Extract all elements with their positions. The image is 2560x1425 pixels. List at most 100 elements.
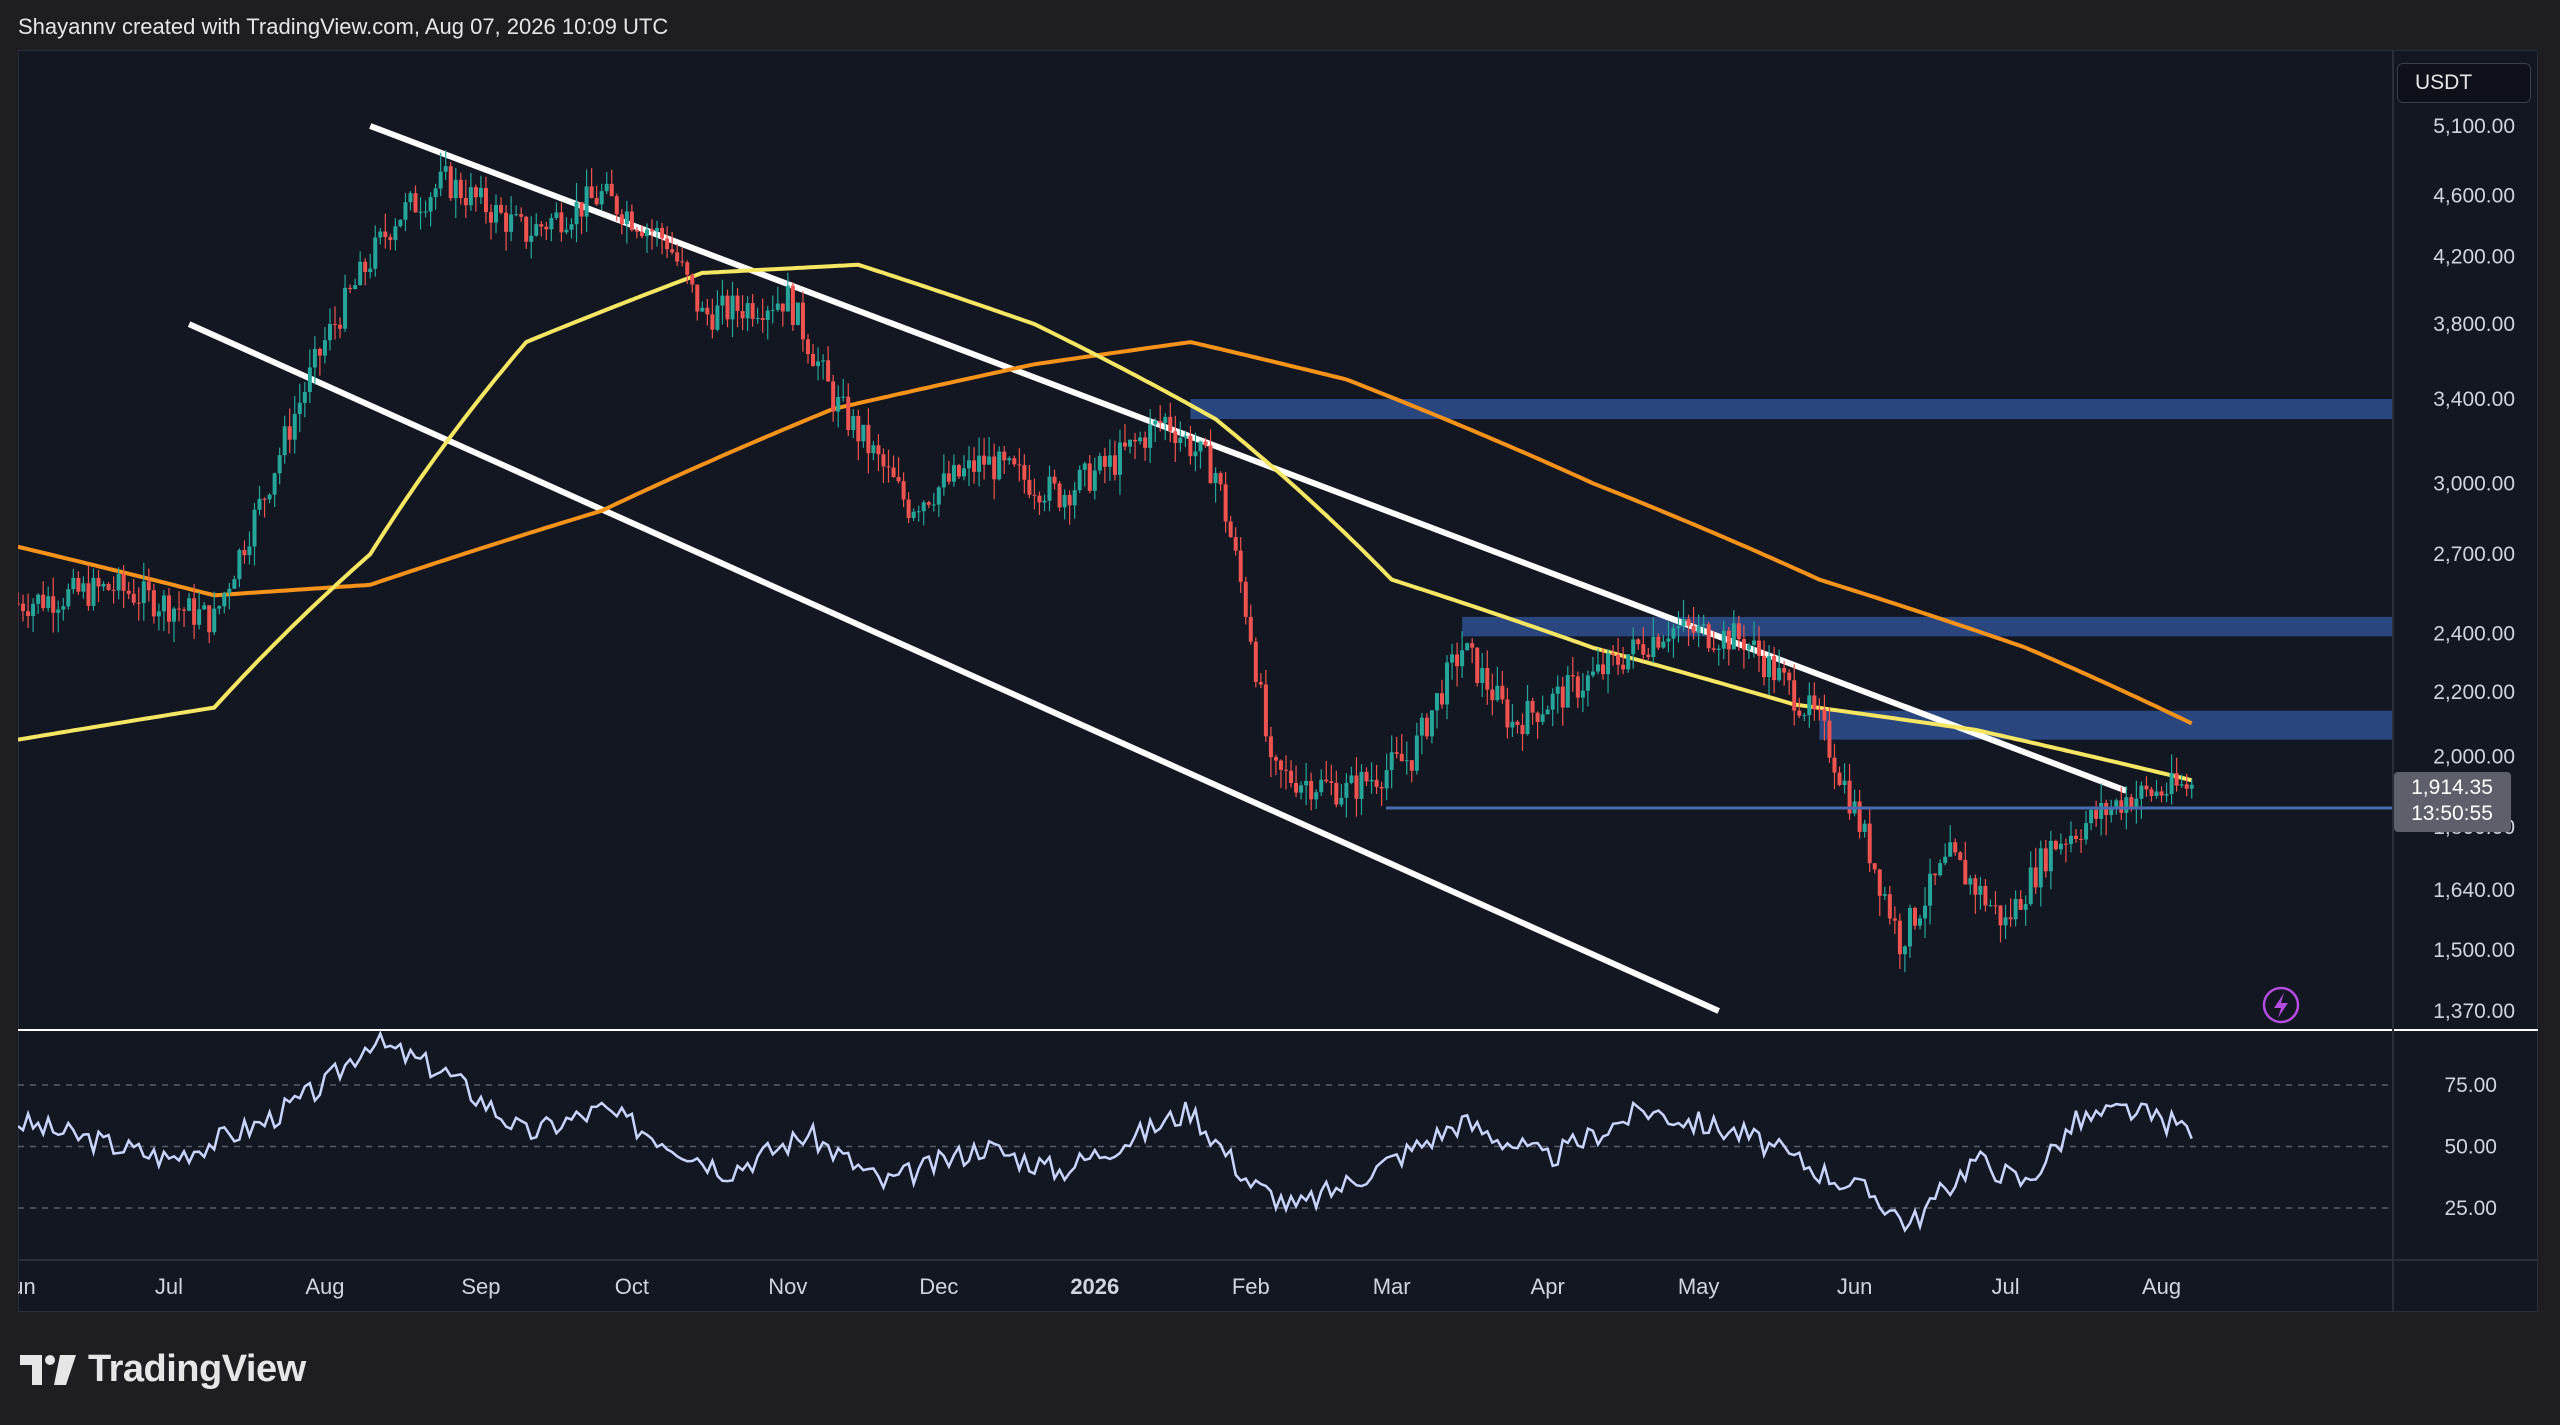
candle [1138,431,1143,445]
candle [982,438,987,480]
candle [1148,409,1153,463]
candle [1369,762,1374,794]
candle [866,408,871,474]
candle [1601,648,1606,680]
candle [1339,784,1344,807]
bolt-icon[interactable] [2262,986,2300,1024]
rsi-axis[interactable]: 75.00 50.00 25.00 [2444,1074,2497,1220]
candle [41,581,46,612]
candle [1314,789,1319,810]
candle [1928,858,1933,925]
price-tick-label: 3,000.00 [2433,472,2515,495]
candle [327,308,332,351]
candle [2089,807,2094,831]
candle [1429,710,1434,744]
candle [252,503,257,566]
currency-button[interactable]: USDT [2397,63,2531,103]
candle [901,472,906,508]
candle [1933,873,1938,886]
candle [473,184,478,212]
candle [619,209,624,235]
candle [468,173,473,211]
candle [695,284,700,321]
candle [992,443,997,500]
candle [1631,627,1636,669]
candle [192,584,197,640]
candle [770,295,775,324]
candle [665,226,670,258]
chart-canvas[interactable]: 5,100.00 4,600.00 4,200.00 3,800.00 3,400.00… [18,50,2538,1312]
candle [388,233,393,250]
tradingview-logo[interactable]: TradingView [20,1345,306,1393]
time-axis[interactable]: Jun Jul Aug Sep Oct Nov Dec 2026 Feb Mar Apr May Jun… [18,1274,2181,1299]
candle [1767,645,1772,696]
candle [1616,638,1621,675]
candle [725,289,730,328]
candle [1309,772,1314,811]
candle [1062,489,1067,520]
candle [1223,471,1228,533]
candle [1963,841,1968,885]
candle [1555,675,1560,714]
candle [353,278,358,290]
candle [1032,478,1037,510]
time-tick-label: Dec [919,1274,958,1299]
candle [836,385,841,428]
candle [2109,799,2114,823]
candle [1193,432,1198,472]
candle [197,591,202,630]
candle [1012,455,1017,467]
candle [690,273,695,293]
candle [760,298,765,333]
candle [483,176,488,224]
candle [2073,829,2078,843]
candle [1248,604,1253,645]
candle [1777,649,1782,682]
candle [1706,622,1711,653]
candle [1882,886,1887,901]
candle [1736,615,1741,651]
supply-zone-1 [1190,398,2393,420]
price-tick-label: 5,100.00 [2433,115,2515,138]
candle [1852,789,1857,817]
candle [1817,698,1822,721]
candle [2154,779,2159,799]
candle [1294,765,1299,798]
candle [458,172,463,205]
candle [257,486,262,516]
candle [1218,471,1223,491]
candle [1525,684,1530,736]
candle [1807,682,1812,728]
candle [1505,687,1510,739]
candle [1812,682,1817,721]
candle [1676,611,1681,643]
candle [997,446,1002,481]
rsi-tick-label: 25.00 [2444,1197,2497,1220]
tradingview-logo-icon [20,1355,76,1385]
candle [1902,945,1907,973]
price-tick-label: 2,700.00 [2433,543,2515,566]
candle [559,202,564,242]
candle [1007,456,1012,465]
price-axis[interactable]: 5,100.00 4,600.00 4,200.00 3,800.00 3,400.00… [2433,115,2515,1023]
candle [1636,638,1641,650]
candle [1359,764,1364,815]
candle [1510,704,1515,737]
candle [740,295,745,331]
candle [26,593,31,628]
candle [841,378,846,402]
candle [851,409,856,439]
candle [1575,671,1580,708]
candle [861,424,866,448]
candle [348,284,353,294]
candle [1530,697,1535,725]
candle [871,441,876,461]
candle [1958,851,1963,861]
candle [2104,799,2109,836]
candle [212,591,217,636]
candle [453,168,458,218]
candle [951,454,956,487]
candle [1716,644,1721,666]
candle [91,568,96,611]
candle [333,306,338,340]
